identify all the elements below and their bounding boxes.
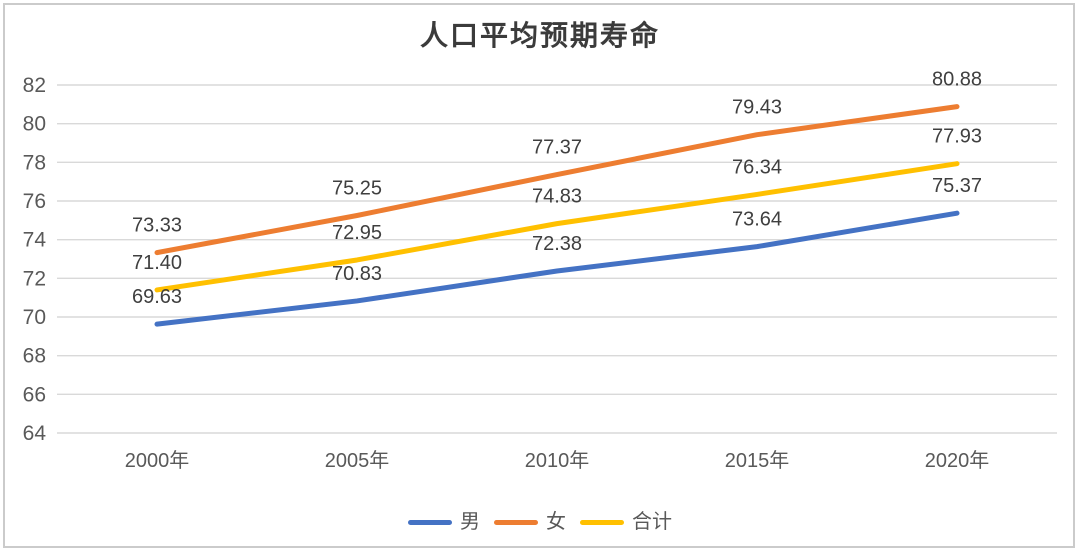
data-label-total: 77.93 — [932, 126, 982, 148]
data-label-total: 72.95 — [332, 222, 382, 244]
y-axis-tick-label: 80 — [23, 113, 46, 136]
data-label-total: 74.83 — [532, 186, 582, 208]
x-axis-tick-label: 2020年 — [925, 449, 990, 472]
series-line-male — [154, 210, 960, 327]
legend-line-swatch-male — [408, 519, 452, 525]
data-label-female: 73.33 — [132, 215, 182, 237]
y-axis-tick-label: 76 — [23, 190, 46, 213]
chart-legend: 男 女 合计 — [0, 512, 1080, 532]
legend-label-male: 男 — [460, 511, 480, 533]
legend-item-female: 女 — [494, 512, 566, 532]
data-label-male: 75.37 — [932, 175, 982, 197]
series-line-female — [154, 104, 960, 256]
data-label-female: 77.37 — [532, 137, 582, 159]
x-axis-tick-label: 2010年 — [525, 449, 590, 472]
x-axis-tick-label: 2000年 — [125, 449, 190, 472]
y-axis-tick-label: 64 — [23, 422, 47, 445]
y-axis-tick-label: 74 — [23, 229, 47, 252]
series-line-total — [154, 161, 960, 293]
y-axis-tick-label: 78 — [23, 151, 46, 174]
y-axis-tick-label: 68 — [23, 345, 46, 368]
data-label-male: 72.38 — [532, 233, 582, 255]
y-axis-tick-label: 72 — [23, 267, 46, 290]
legend-line-swatch-total — [580, 519, 624, 525]
data-label-female: 80.88 — [932, 69, 982, 91]
data-label-total: 76.34 — [732, 156, 782, 178]
data-label-total: 71.40 — [132, 252, 182, 274]
data-label-male: 69.63 — [132, 286, 182, 308]
data-label-male: 73.64 — [732, 209, 782, 231]
chart-title: 人口平均预期寿命 — [419, 21, 660, 52]
y-axis-tick-label: 66 — [23, 383, 46, 406]
legend-item-male: 男 — [408, 512, 480, 532]
legend-item-total: 合计 — [580, 512, 672, 532]
data-label-female: 79.43 — [732, 97, 782, 119]
data-label-female: 75.25 — [332, 178, 382, 200]
legend-label-female: 女 — [546, 511, 566, 533]
legend-line-swatch-female — [494, 519, 538, 525]
x-axis-tick-label: 2015年 — [725, 449, 790, 472]
y-axis-tick-label: 70 — [23, 306, 46, 329]
legend-label-total: 合计 — [632, 511, 672, 533]
data-label-male: 70.83 — [332, 263, 382, 285]
x-axis-tick-label: 2005年 — [325, 449, 390, 472]
y-axis-tick-label: 82 — [23, 74, 46, 97]
